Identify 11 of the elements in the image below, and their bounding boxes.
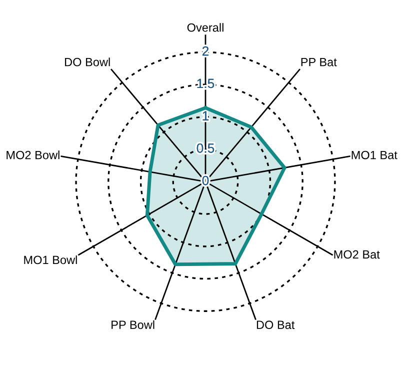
spoke-label: MO1 Bowl bbox=[24, 255, 77, 264]
spoke-label: PP Bat bbox=[301, 58, 337, 66]
spoke-label: MO2 Bowl bbox=[6, 150, 60, 160]
y-tick-label: 1 bbox=[202, 111, 209, 120]
spoke-label: DO Bat bbox=[256, 320, 295, 330]
spoke-label: Overall bbox=[187, 23, 224, 32]
spoke-label: MO1 Bat bbox=[352, 150, 398, 160]
spoke-label: DO Bowl bbox=[65, 58, 110, 66]
spoke-label: MO2 Bat bbox=[334, 250, 380, 259]
spoke-label: PP Bowl bbox=[112, 320, 154, 330]
y-tick-label: 2 bbox=[202, 46, 209, 56]
